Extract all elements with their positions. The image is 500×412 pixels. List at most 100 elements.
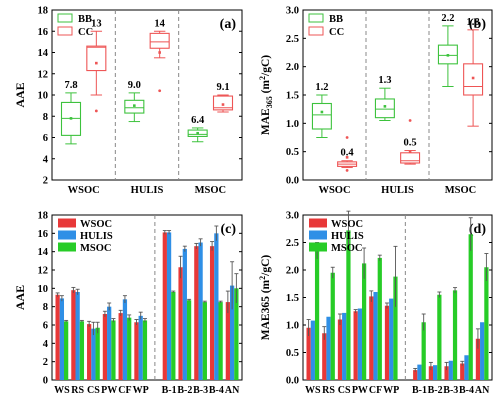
legend-swatch xyxy=(58,242,76,252)
bar-wsoc-rs xyxy=(322,333,327,380)
bar-hulis-wp xyxy=(138,315,143,380)
mean-value-label: 1.8 xyxy=(467,17,480,28)
bar-hulis-wp xyxy=(389,298,394,380)
y-tick-label: 1.5 xyxy=(286,91,299,102)
y-axis-label-part: (m xyxy=(260,279,272,296)
bar-hulis-b-3 xyxy=(448,360,453,380)
bar-hulis-an xyxy=(229,285,235,380)
legend-swatch xyxy=(57,26,73,36)
mean-marker xyxy=(69,117,73,120)
y-axis-label-part: (m xyxy=(260,80,272,97)
y-tick-label: 0 xyxy=(43,376,48,387)
y-tick-label: 8 xyxy=(43,112,48,123)
x-tick-label: B-3 xyxy=(193,385,208,396)
outlier-point xyxy=(345,136,349,139)
bar-msoc-b-2 xyxy=(437,294,442,380)
bar-wsoc-b-4 xyxy=(209,246,215,380)
bar-msoc-cs xyxy=(346,230,351,380)
bar-msoc-b-1 xyxy=(421,322,426,380)
y-tick-label: 6 xyxy=(43,321,48,332)
legend-swatch xyxy=(57,13,73,23)
legend-item-msoc: MSOC xyxy=(309,242,363,254)
legend-label: BB xyxy=(78,14,92,25)
bar-msoc-rs xyxy=(330,272,335,380)
x-tick-label: MSOC xyxy=(445,185,477,196)
legend-label: MSOC xyxy=(80,243,112,254)
x-tick-label: RS xyxy=(71,385,84,396)
legend-item-hulis: HULIS xyxy=(309,230,364,242)
legend-item-bb: BB xyxy=(308,13,343,25)
bar-msoc-b-2 xyxy=(186,300,192,380)
bar-wsoc-an xyxy=(225,302,230,380)
panel-d: 0.0 0.5 1.0 1.5 2.0 2.5 3.0 MAE365 (m2/gC) (d) WS… xyxy=(258,211,493,396)
mean-marker xyxy=(446,54,450,57)
box-cc-hulis: 0.5 xyxy=(400,119,421,165)
y-axis-label: MAE365 (m2/gC) xyxy=(258,255,272,341)
outlier-point xyxy=(158,89,162,93)
y-axis-label: MAE365 (m2/gC) xyxy=(258,55,274,135)
legend-item-hulis: HULIS xyxy=(58,230,113,242)
bar-msoc-rs xyxy=(79,321,85,380)
y-axis-label-part: /gC) xyxy=(260,55,272,77)
y-tick-label: 3.0 xyxy=(286,211,299,222)
x-tick-label: MSOC xyxy=(195,185,227,196)
mean-value-label: 13 xyxy=(91,18,102,29)
bar-wsoc-b-3 xyxy=(444,366,449,380)
bar-wsoc-b-2 xyxy=(178,267,183,380)
legend-swatch xyxy=(309,218,327,228)
box-body xyxy=(400,152,421,164)
box-body xyxy=(60,101,82,136)
y-tick-label: 1.5 xyxy=(286,293,299,304)
y-tick-label: 10 xyxy=(38,91,49,102)
legend-swatch xyxy=(58,230,76,240)
y-axis-label-part: 2 xyxy=(258,76,267,80)
y-tick-label: 4 xyxy=(43,339,49,350)
mean-marker xyxy=(345,156,349,159)
bar-hulis-an xyxy=(480,322,485,380)
y-tick-label: 18 xyxy=(38,211,49,222)
panel-tag: (c) xyxy=(220,222,236,237)
mean-marker xyxy=(320,110,324,114)
x-tick-label: WSOC xyxy=(68,185,100,196)
box-cc-msoc: 9.1 xyxy=(212,82,234,113)
x-tick-label: CF xyxy=(369,385,382,396)
bar-hulis-b-3 xyxy=(198,242,203,380)
bar-wsoc-cf xyxy=(369,296,374,380)
bar-msoc-wp xyxy=(142,320,148,380)
y-tick-label: 14 xyxy=(38,48,49,59)
x-tick-label: B-2 xyxy=(428,385,443,396)
box-body xyxy=(437,44,458,65)
y-tick-label: 0.0 xyxy=(286,376,299,387)
bar-msoc-b-4 xyxy=(468,234,473,380)
y-tick-label: 12 xyxy=(38,266,49,277)
x-tick-label: WS xyxy=(54,385,70,396)
y-tick-label: 1.0 xyxy=(286,321,299,332)
y-axis-label: AAE xyxy=(13,82,27,107)
x-tick-label: CF xyxy=(118,385,131,396)
y-tick-label: 0.5 xyxy=(286,147,299,158)
box-body xyxy=(149,32,170,49)
bar-hulis-cf xyxy=(373,292,378,380)
mean-marker xyxy=(471,76,475,80)
panel-tag: (d) xyxy=(469,222,486,237)
bar-hulis-pw xyxy=(107,306,112,380)
legend-label: WSOC xyxy=(80,219,112,230)
mean-value-label: 0.5 xyxy=(404,138,417,149)
bar-hulis-cs xyxy=(91,328,96,380)
box-body xyxy=(124,99,145,114)
y-tick-label: 2 xyxy=(43,176,48,187)
x-tick-label: HULIS xyxy=(381,185,414,196)
x-tick-label: PW xyxy=(352,385,368,396)
bar-hulis-rs xyxy=(75,292,80,380)
x-tick-label: WP xyxy=(133,385,149,396)
box-body xyxy=(463,63,484,96)
legend-item-wsoc: WSOC xyxy=(58,218,112,230)
bar-msoc-pw xyxy=(111,320,116,380)
mean-marker xyxy=(196,131,199,135)
legend-item-bb: BB xyxy=(57,13,92,25)
bar-hulis-b-1 xyxy=(166,232,172,380)
y-tick-label: 14 xyxy=(38,247,49,258)
x-tick-label: RS xyxy=(322,385,335,396)
y-axis-label-part: 365 xyxy=(265,96,274,108)
